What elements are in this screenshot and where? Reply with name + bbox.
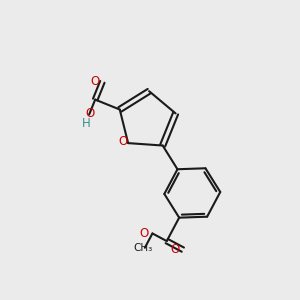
Text: CH₃: CH₃ [134,243,153,254]
Text: H: H [82,117,91,130]
Text: O: O [90,75,100,88]
Text: O: O [140,227,149,240]
Text: O: O [86,107,95,120]
Text: O: O [170,243,179,256]
Text: O: O [118,135,128,148]
